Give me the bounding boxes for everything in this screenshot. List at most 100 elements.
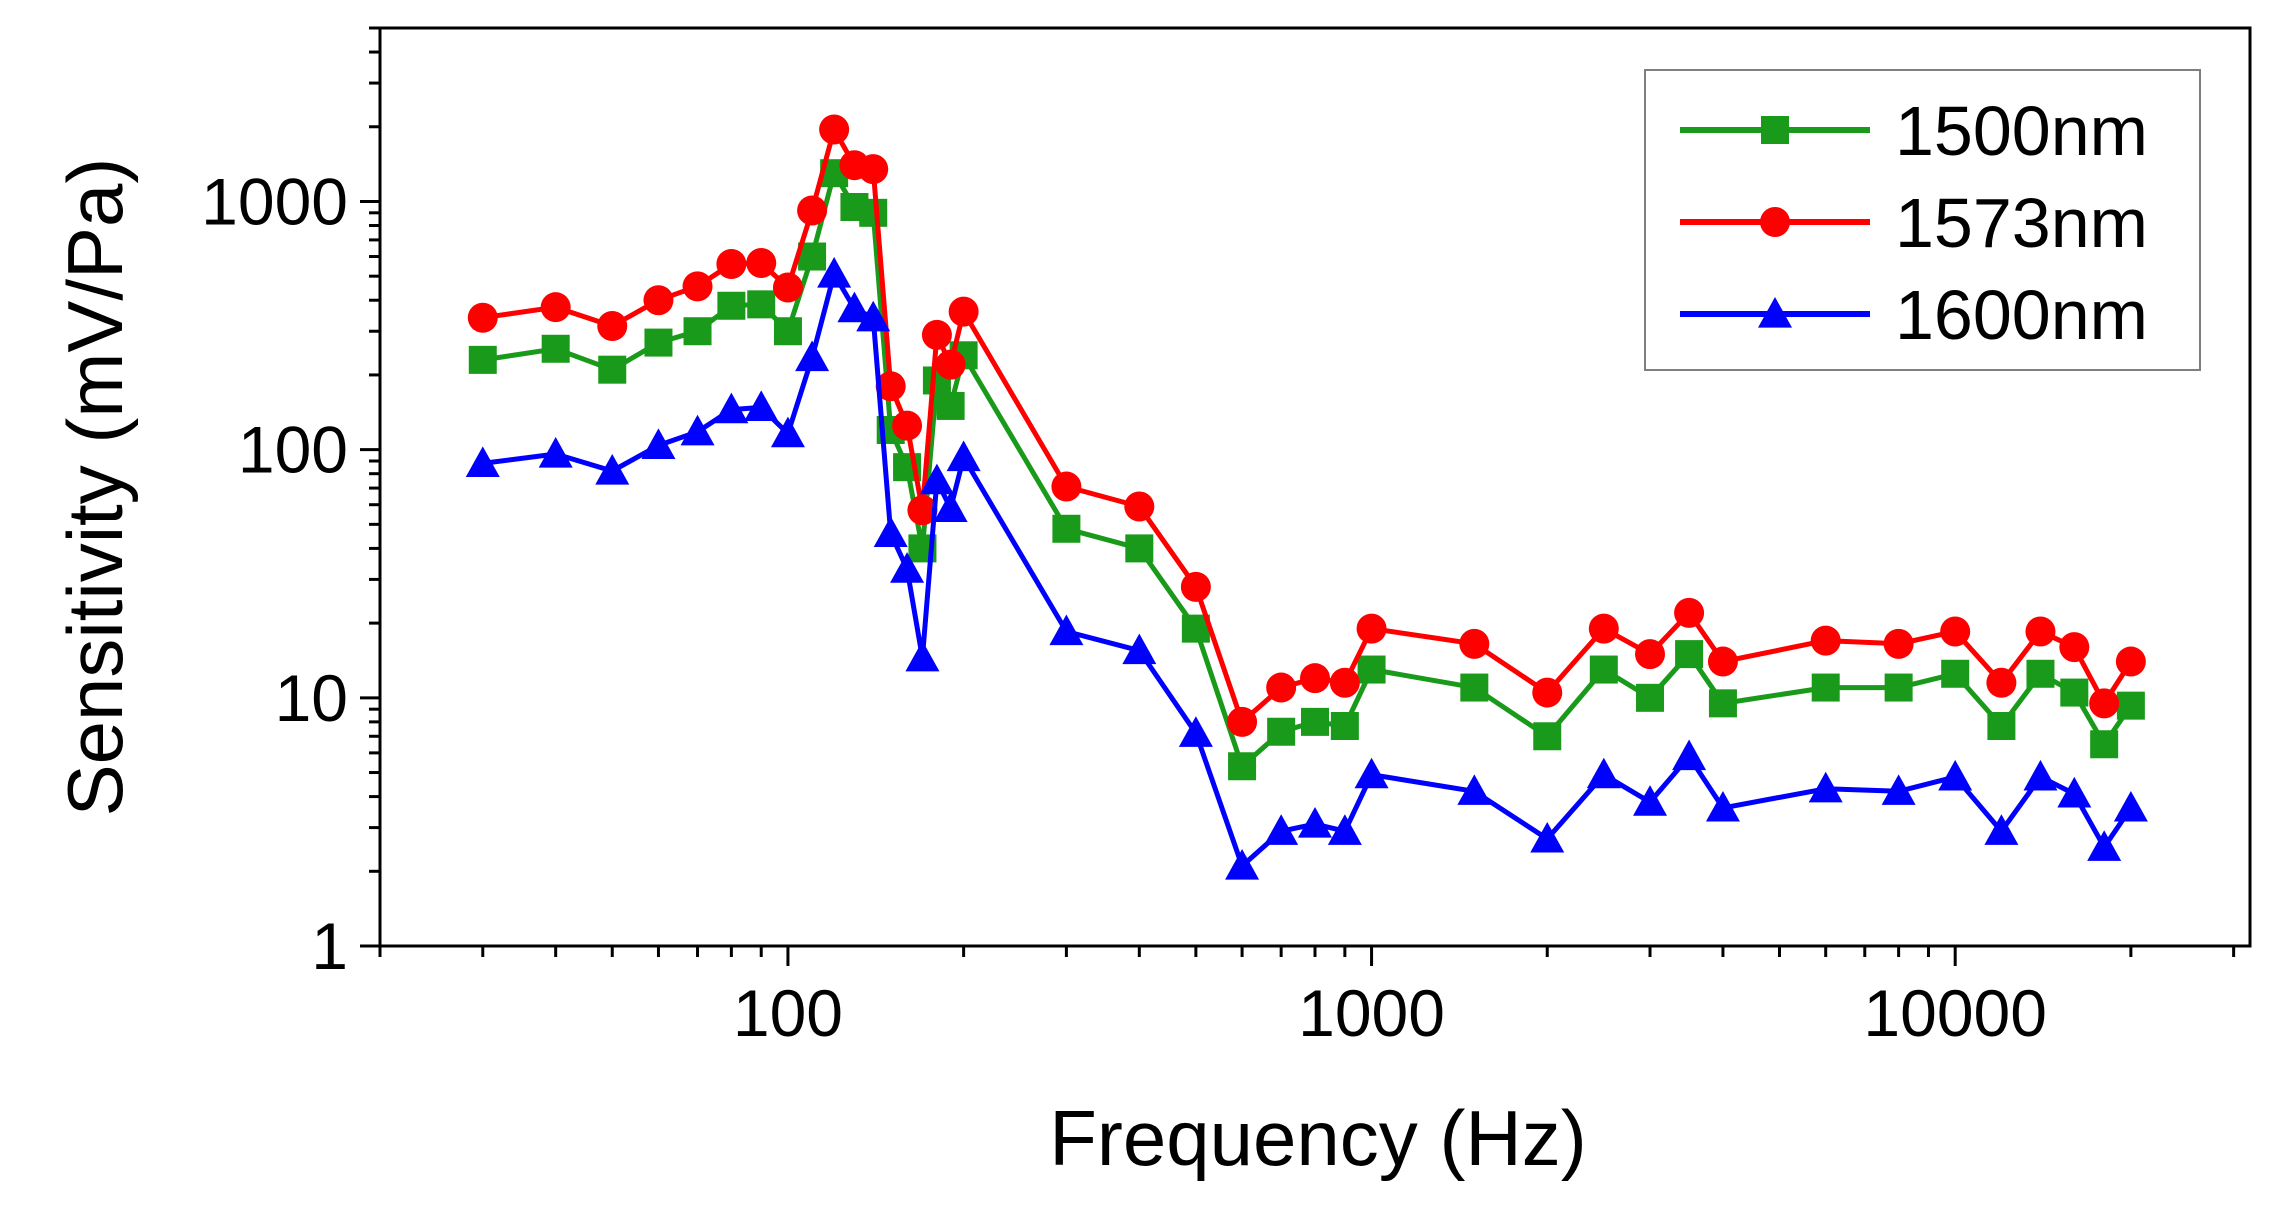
data-point-1600nm — [2023, 759, 2058, 791]
data-point-1600nm — [680, 414, 715, 446]
series-1500nm — [468, 159, 2145, 781]
data-point-1573nm — [907, 495, 938, 526]
data-point-1500nm — [2116, 691, 2145, 720]
data-point-1600nm — [1881, 774, 1916, 805]
data-point-1500nm — [1460, 673, 1489, 702]
data-series — [465, 114, 2148, 880]
data-point-1500nm — [468, 345, 497, 374]
data-point-1573nm — [1810, 625, 1841, 656]
series-1600nm — [465, 257, 2148, 880]
data-point-1573nm — [1940, 616, 1971, 647]
data-point-1500nm — [541, 334, 570, 363]
data-point-1600nm — [714, 392, 749, 424]
data-point-1573nm — [1051, 471, 1082, 502]
data-point-1573nm — [875, 371, 906, 402]
data-point-1573nm — [1300, 663, 1330, 694]
data-point-1500nm — [1675, 640, 1704, 669]
data-point-1500nm — [598, 355, 627, 384]
data-point-1600nm — [837, 291, 872, 323]
legend-marker-1573nm — [1760, 207, 1790, 237]
data-point-1600nm — [595, 454, 630, 485]
data-point-1600nm — [890, 552, 925, 583]
data-point-1573nm — [643, 285, 674, 316]
data-point-1573nm — [772, 272, 803, 303]
data-point-1500nm — [1533, 722, 1562, 751]
data-point-1600nm — [744, 390, 779, 421]
data-point-1573nm — [797, 195, 828, 226]
data-point-1500nm — [1811, 673, 1840, 702]
data-point-1500nm — [773, 317, 802, 346]
data-point-1573nm — [1707, 646, 1738, 677]
data-point-1573nm — [2115, 646, 2146, 677]
data-point-1573nm — [1883, 628, 1914, 659]
data-point-1600nm — [1530, 821, 1565, 853]
data-point-1600nm — [1354, 757, 1389, 789]
data-point-1573nm — [1986, 667, 2017, 698]
data-point-1573nm — [2059, 632, 2090, 663]
y-tick-label: 100 — [238, 413, 348, 487]
data-point-1600nm — [1705, 790, 1740, 822]
data-point-1500nm — [1052, 514, 1081, 543]
x-tick-label: 10000 — [1863, 976, 2047, 1050]
data-point-1600nm — [641, 428, 676, 460]
data-point-1573nm — [1635, 639, 1666, 670]
data-point-1600nm — [2087, 830, 2122, 861]
data-point-1573nm — [1266, 672, 1297, 703]
data-point-1500nm — [717, 291, 746, 320]
data-point-1500nm — [2060, 678, 2089, 707]
data-point-1600nm — [1457, 774, 1492, 805]
data-point-1600nm — [1808, 771, 1843, 803]
data-point-1573nm — [1124, 491, 1155, 522]
data-point-1573nm — [682, 271, 713, 302]
data-point-1500nm — [859, 198, 888, 227]
data-point-1500nm — [936, 391, 965, 420]
data-point-1600nm — [1264, 814, 1299, 845]
data-point-1600nm — [2113, 790, 2148, 822]
data-point-1600nm — [1586, 757, 1621, 789]
data-point-1600nm — [1298, 807, 1332, 838]
data-point-1600nm — [465, 446, 500, 478]
data-point-1573nm — [597, 310, 628, 341]
data-point-1573nm — [2025, 616, 2056, 647]
data-point-1600nm — [933, 491, 968, 522]
x-axis-title: Frequency (Hz) — [1049, 1094, 1586, 1182]
data-point-1500nm — [1267, 717, 1296, 746]
y-tick-label: 10 — [275, 661, 348, 735]
data-point-1573nm — [948, 296, 979, 327]
data-point-1600nm — [1122, 633, 1157, 665]
data-point-1600nm — [1178, 716, 1213, 747]
data-point-1600nm — [1049, 614, 1084, 646]
data-point-1573nm — [1227, 706, 1258, 737]
data-point-1500nm — [1884, 673, 1913, 702]
data-point-1600nm — [1672, 739, 1707, 771]
data-point-1600nm — [1633, 785, 1668, 816]
data-point-1500nm — [644, 328, 673, 357]
data-point-1573nm — [1532, 677, 1563, 708]
data-point-1500nm — [1987, 711, 2016, 740]
data-point-1573nm — [746, 248, 777, 279]
legend-label-1500nm: 1500nm — [1895, 92, 2148, 170]
y-tick-label: 1 — [311, 909, 348, 983]
data-point-1573nm — [1180, 571, 1211, 602]
data-point-1573nm — [540, 292, 571, 323]
data-point-1500nm — [1228, 752, 1257, 781]
data-point-1573nm — [892, 410, 923, 441]
data-point-1600nm — [1225, 849, 1260, 880]
legend-label-1600nm: 1600nm — [1895, 276, 2148, 354]
axes: 100 1000 10000 1 10 100 1000 — [201, 26, 2236, 1050]
data-point-1573nm — [1356, 613, 1387, 644]
y-axis-title: Sensitivity (mV/Pa) — [51, 158, 139, 817]
data-point-1500nm — [683, 317, 712, 346]
data-point-1573nm — [467, 302, 498, 333]
data-point-1500nm — [1708, 689, 1737, 718]
x-tick-label: 1000 — [1298, 976, 1445, 1050]
data-point-1600nm — [2057, 776, 2092, 808]
data-point-1500nm — [1301, 707, 1329, 736]
data-point-1573nm — [1674, 597, 1705, 628]
data-point-1500nm — [2090, 730, 2119, 759]
data-point-1573nm — [819, 114, 850, 145]
y-tick-label: 1000 — [201, 164, 348, 238]
data-point-1573nm — [1588, 613, 1619, 644]
data-point-1600nm — [856, 300, 891, 332]
